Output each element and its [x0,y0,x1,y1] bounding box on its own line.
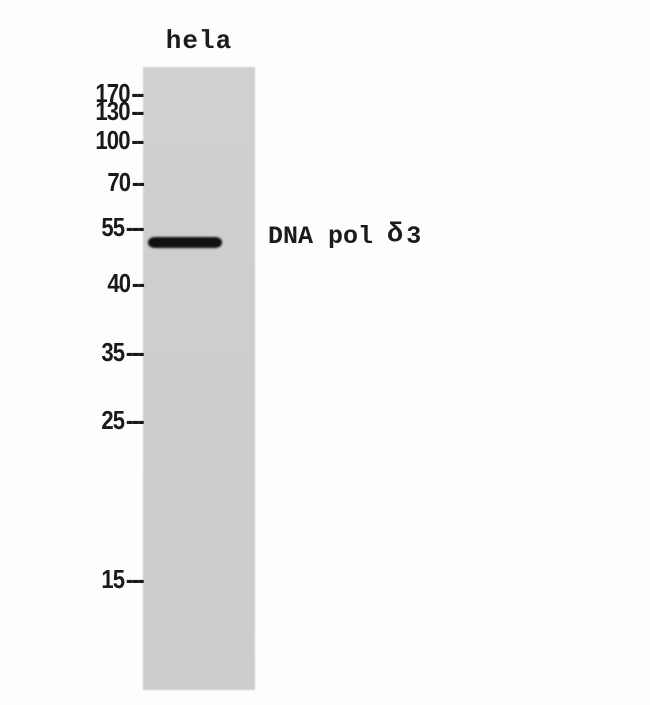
mw-marker-tick: --- [126,564,145,594]
mw-marker-value: 170 [95,78,131,108]
mw-marker-value: 15 [101,564,125,594]
mw-marker-value: 25 [101,405,125,435]
blot-lane-hela [143,67,255,690]
mw-marker-70: 70-- [107,167,145,197]
mw-marker-15: 15--- [101,564,145,594]
mw-marker-tick: -- [131,96,145,126]
mw-marker-170: 170-- [95,78,145,108]
mw-marker-130: 130-- [95,96,145,126]
band-label: DNA pol δ 3 [268,220,422,252]
mw-marker-tick: --- [126,212,145,242]
mw-marker-tick: -- [131,268,145,298]
mw-marker-35: 35--- [101,337,145,367]
mw-marker-tick: -- [131,125,145,155]
mw-marker-25: 25--- [101,405,145,435]
mw-marker-tick: -- [131,167,145,197]
mw-marker-tick: --- [126,405,145,435]
mw-marker-value: 100 [95,125,131,155]
mw-marker-value: 40 [107,268,131,298]
mw-marker-55: 55--- [101,212,145,242]
mw-marker-40: 40-- [107,268,145,298]
mw-marker-value: 130 [95,96,131,126]
band-label-text: DNA pol [268,222,374,251]
band-label-number: 3 [406,222,422,251]
mw-marker-value: 55 [101,212,125,242]
lane-label: hela [165,26,233,56]
mw-marker-100: 100-- [95,125,145,155]
mw-marker-value: 70 [107,167,131,197]
mw-marker-tick: --- [126,337,145,367]
protein-band [148,237,222,248]
delta-symbol: δ [387,220,404,250]
mw-marker-tick: -- [131,78,145,108]
mw-marker-value: 35 [101,337,125,367]
